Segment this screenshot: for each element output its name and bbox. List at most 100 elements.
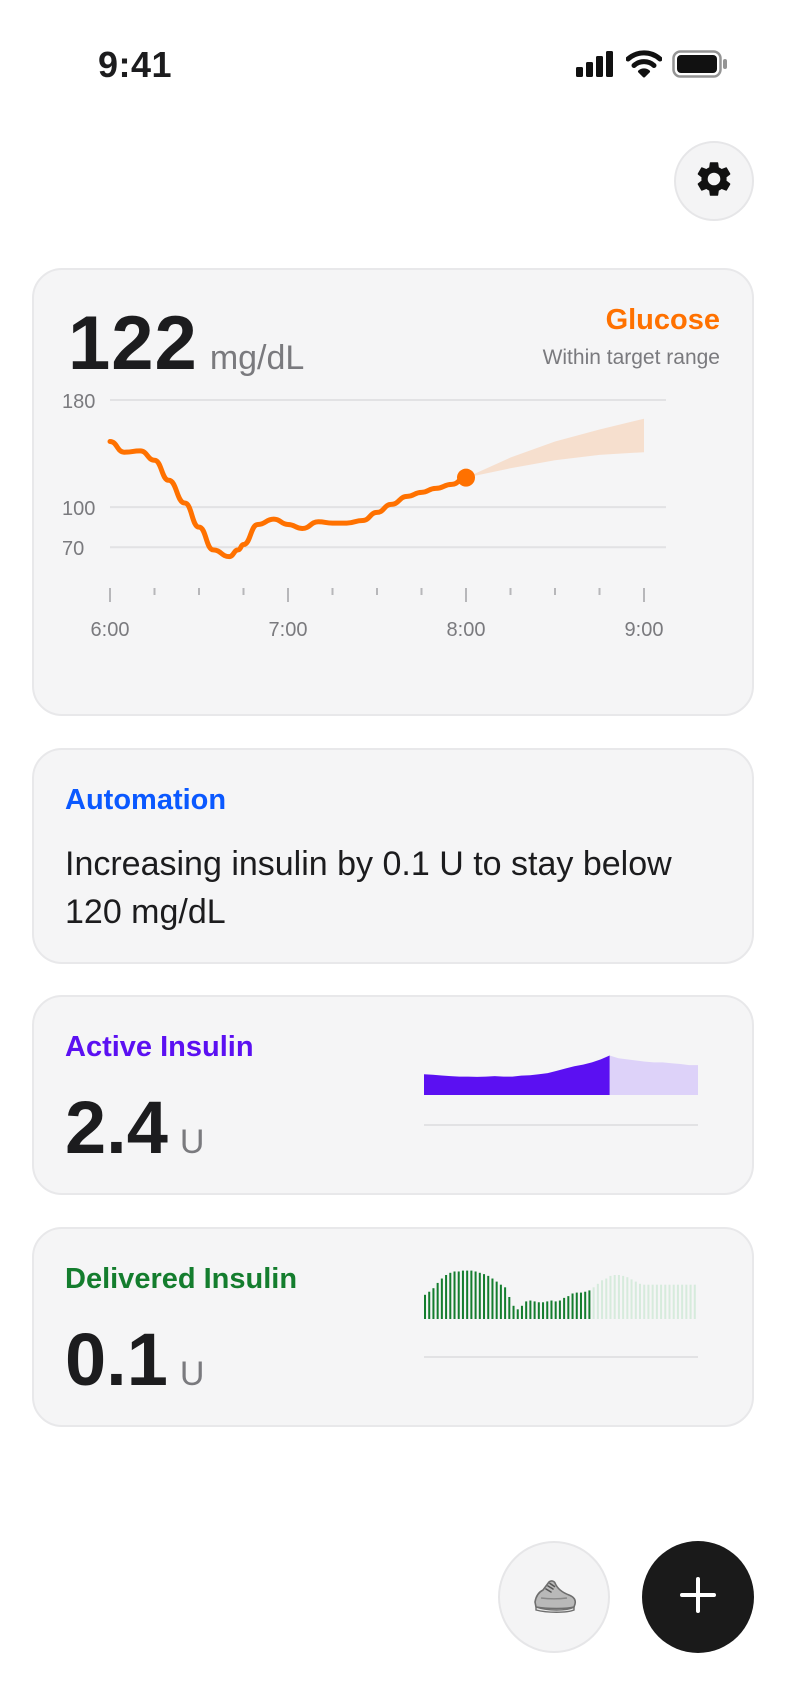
delivered-forecast-bar (643, 1284, 646, 1319)
delivered-bar (474, 1271, 477, 1319)
delivered-bar (512, 1305, 515, 1319)
delivered-insulin-unit: U (179, 1355, 205, 1393)
active-insulin-forecast-area (609, 1055, 698, 1095)
add-button[interactable] (642, 1541, 754, 1653)
delivered-bar (487, 1275, 490, 1319)
delivered-bar (449, 1272, 452, 1319)
glucose-chart: 180 100 70 6:00 7:00 8:00 9:00 (62, 391, 666, 641)
delivered-forecast-bar (660, 1284, 663, 1319)
delivered-bar (588, 1290, 591, 1319)
y-tick-label: 70 (62, 538, 84, 560)
delivered-bar (533, 1301, 536, 1319)
active-insulin-history-area (424, 1055, 610, 1095)
delivered-bar (478, 1272, 481, 1319)
delivered-forecast-bar (613, 1275, 616, 1319)
glucose-value: 122 (68, 301, 198, 386)
x-tick-label: 7:00 (269, 619, 308, 641)
delivered-bar (571, 1293, 574, 1319)
plus-icon (678, 1575, 718, 1620)
glucose-unit: mg/dL (209, 339, 305, 377)
delivered-bar (567, 1296, 570, 1319)
y-tick-label: 180 (62, 391, 95, 413)
x-tick-label: 9:00 (625, 619, 664, 641)
status-time: 9:41 (98, 44, 173, 85)
activity-button[interactable] (498, 1541, 610, 1653)
delivered-bar (440, 1278, 443, 1319)
glucose-status: Within target range (542, 346, 720, 369)
active-insulin-card[interactable]: Active Insulin 2.4 U (32, 995, 754, 1195)
status-bar: 9:41 (0, 0, 786, 130)
delivered-bar (537, 1302, 540, 1319)
delivered-forecast-bar (664, 1284, 667, 1319)
glucose-reading: 122 mg/dL (68, 300, 304, 387)
delivered-bar (584, 1291, 587, 1319)
status-icons (576, 50, 728, 83)
delivered-insulin-reading: 0.1 U (65, 1317, 204, 1402)
delivered-bar (453, 1271, 456, 1319)
current-point (457, 468, 475, 487)
delivered-forecast-bar (647, 1284, 650, 1319)
delivered-forecast-bar (672, 1284, 675, 1319)
automation-title: Automation (65, 784, 227, 816)
delivered-bar (550, 1300, 553, 1319)
delivered-bar (525, 1301, 528, 1319)
delivered-bar (504, 1287, 507, 1319)
delivered-bar (542, 1302, 545, 1319)
delivered-forecast-bar (626, 1277, 629, 1319)
delivered-insulin-card[interactable]: Delivered Insulin 0.1 U (32, 1227, 754, 1427)
automation-message: Increasing insulin by 0.1 U to stay belo… (65, 845, 672, 931)
automation-card[interactable]: Automation Increasing insulin by 0.1 U t… (32, 748, 754, 964)
delivered-bar (554, 1301, 557, 1319)
wifi-icon (625, 50, 663, 83)
delivered-forecast-bar (676, 1284, 679, 1319)
delivered-bar (516, 1309, 519, 1319)
delivered-forecast-bar (609, 1275, 612, 1319)
delivered-forecast-bar (685, 1284, 688, 1319)
delivered-bar (579, 1292, 582, 1319)
delivered-forecast-bar (622, 1275, 625, 1319)
glucose-title: Glucose (605, 304, 720, 336)
x-tick-label: 6:00 (91, 619, 130, 641)
glucose-card[interactable]: 122 mg/dL Glucose Within target range 18… (32, 268, 754, 716)
delivered-forecast-bar (630, 1279, 633, 1319)
delivered-bar (508, 1297, 511, 1319)
delivered-forecast-bar (651, 1284, 654, 1319)
sneaker-icon (527, 1568, 581, 1627)
delivered-forecast-bar (596, 1283, 599, 1319)
delivered-insulin-chart (424, 1270, 698, 1358)
glucose-line (107, 438, 469, 560)
settings-button[interactable] (674, 141, 754, 221)
delivered-insulin-value: 0.1 (65, 1318, 168, 1401)
delivered-forecast-bar (592, 1287, 595, 1319)
active-insulin-unit: U (179, 1123, 205, 1161)
delivered-forecast-bar (681, 1284, 684, 1319)
active-insulin-title: Active Insulin (65, 1031, 254, 1063)
delivered-insulin-title: Delivered Insulin (65, 1263, 298, 1295)
delivered-bar (461, 1270, 464, 1319)
y-tick-label: 100 (62, 498, 95, 520)
delivered-bar (445, 1275, 448, 1319)
delivered-forecast-bar (689, 1284, 692, 1319)
delivered-bar (563, 1297, 566, 1319)
delivered-forecast-bar (605, 1278, 608, 1319)
delivered-forecast-bar (617, 1275, 620, 1319)
delivered-bar (457, 1271, 460, 1319)
delivered-bar (558, 1300, 561, 1319)
delivered-forecast-bar (693, 1284, 696, 1319)
delivered-bar (424, 1294, 427, 1319)
delivered-bar (466, 1270, 469, 1319)
delivered-bar (428, 1291, 431, 1319)
gear-icon (693, 158, 735, 205)
delivered-bar (483, 1274, 486, 1319)
delivered-bar (495, 1281, 498, 1319)
x-tick-label: 8:00 (447, 619, 486, 641)
delivered-bar (575, 1292, 578, 1319)
delivered-forecast-bar (668, 1284, 671, 1319)
active-insulin-reading: 2.4 U (65, 1085, 204, 1170)
delivered-bar (436, 1282, 439, 1319)
delivered-forecast-bar (601, 1280, 604, 1319)
delivered-bar (529, 1300, 532, 1319)
delivered-forecast-bar (634, 1281, 637, 1319)
delivered-forecast-bar (638, 1283, 641, 1319)
delivered-bar (491, 1278, 494, 1319)
